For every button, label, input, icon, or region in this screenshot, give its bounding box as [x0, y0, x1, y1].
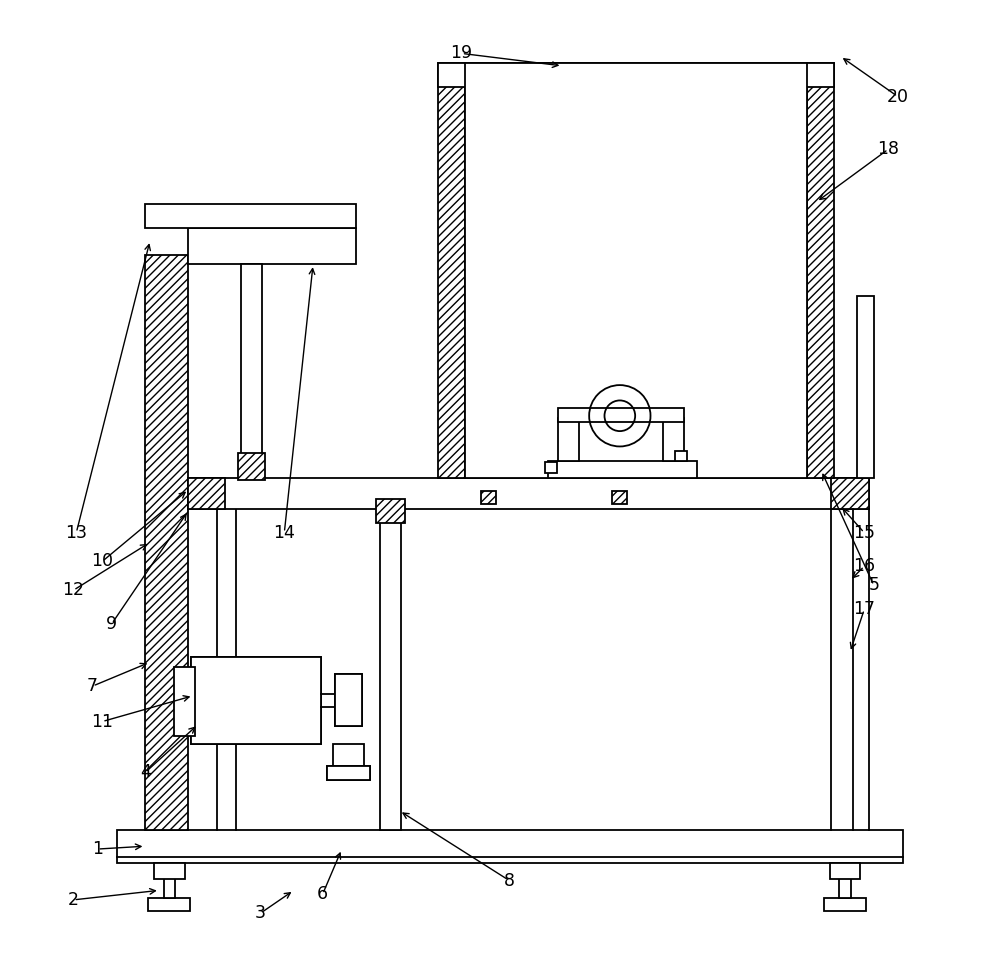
- Bar: [335, 674, 362, 727]
- Bar: [145, 204, 356, 228]
- Bar: [145, 254, 188, 829]
- Bar: [558, 418, 579, 461]
- Text: 16: 16: [853, 557, 875, 575]
- Bar: [558, 408, 684, 422]
- Bar: [675, 451, 687, 461]
- Text: 20: 20: [887, 87, 909, 106]
- Bar: [117, 829, 903, 863]
- Bar: [545, 462, 557, 473]
- Text: 1: 1: [92, 840, 103, 858]
- Text: 18: 18: [877, 140, 899, 158]
- Bar: [327, 766, 370, 780]
- Text: 15: 15: [853, 524, 875, 541]
- Text: 7: 7: [87, 677, 98, 695]
- Bar: [333, 744, 364, 768]
- Text: 9: 9: [106, 614, 117, 633]
- Bar: [188, 228, 356, 264]
- Text: 17: 17: [853, 600, 875, 618]
- Bar: [164, 876, 175, 898]
- Bar: [335, 674, 362, 727]
- Bar: [174, 667, 195, 736]
- Bar: [238, 453, 265, 480]
- Text: 8: 8: [504, 872, 515, 890]
- Text: 10: 10: [91, 553, 113, 570]
- Bar: [148, 898, 190, 911]
- Bar: [438, 63, 834, 87]
- Bar: [830, 863, 860, 878]
- Text: 14: 14: [273, 524, 295, 541]
- Bar: [839, 876, 851, 898]
- Text: 4: 4: [140, 763, 151, 781]
- Bar: [188, 478, 225, 509]
- Text: 11: 11: [91, 712, 113, 731]
- Bar: [831, 478, 869, 509]
- Bar: [465, 63, 807, 478]
- Bar: [824, 898, 866, 911]
- Bar: [327, 766, 370, 780]
- Text: 12: 12: [62, 581, 84, 599]
- Text: 3: 3: [255, 904, 266, 923]
- Text: 2: 2: [68, 891, 79, 909]
- Text: 13: 13: [65, 524, 87, 541]
- Bar: [380, 509, 401, 829]
- Text: 5: 5: [868, 576, 879, 594]
- Text: 6: 6: [317, 885, 328, 903]
- Bar: [807, 63, 834, 478]
- Bar: [191, 658, 321, 744]
- Bar: [191, 658, 321, 744]
- Bar: [438, 63, 465, 478]
- Bar: [154, 863, 185, 878]
- Bar: [548, 461, 697, 478]
- Text: 19: 19: [451, 44, 473, 62]
- Bar: [241, 264, 262, 478]
- Bar: [663, 418, 684, 461]
- Bar: [481, 491, 496, 504]
- Bar: [612, 491, 627, 504]
- Bar: [857, 296, 874, 478]
- Bar: [188, 478, 869, 509]
- Bar: [376, 499, 405, 523]
